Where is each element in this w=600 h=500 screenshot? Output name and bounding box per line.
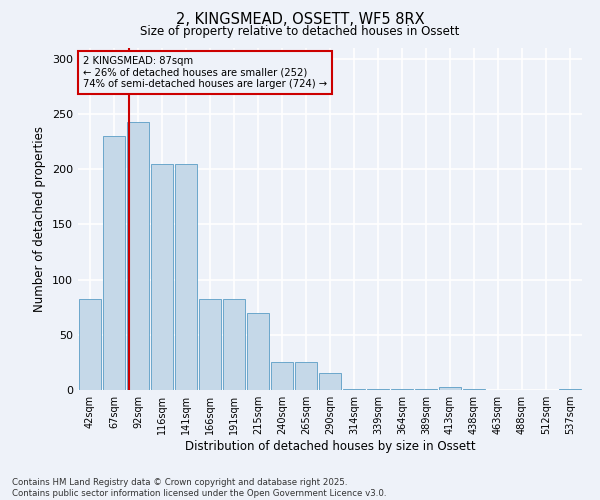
Bar [319,374,341,390]
Bar [151,164,173,390]
Bar [559,389,581,390]
Text: Contains HM Land Registry data © Crown copyright and database right 2025.
Contai: Contains HM Land Registry data © Crown c… [12,478,386,498]
Bar [367,389,389,390]
Bar [199,300,221,390]
Bar [175,164,197,390]
Text: Size of property relative to detached houses in Ossett: Size of property relative to detached ho… [140,25,460,38]
Bar [343,389,365,390]
Bar [439,386,461,390]
Bar [223,300,245,390]
X-axis label: Distribution of detached houses by size in Ossett: Distribution of detached houses by size … [185,440,475,453]
Bar [247,312,269,390]
Text: 2 KINGSMEAD: 87sqm
← 26% of detached houses are smaller (252)
74% of semi-detach: 2 KINGSMEAD: 87sqm ← 26% of detached hou… [83,56,327,90]
Bar [79,300,101,390]
Bar [463,389,485,390]
Bar [295,362,317,390]
Bar [415,389,437,390]
Bar [391,389,413,390]
Bar [103,136,125,390]
Bar [271,362,293,390]
Text: 2, KINGSMEAD, OSSETT, WF5 8RX: 2, KINGSMEAD, OSSETT, WF5 8RX [176,12,424,28]
Bar [127,122,149,390]
Y-axis label: Number of detached properties: Number of detached properties [34,126,46,312]
